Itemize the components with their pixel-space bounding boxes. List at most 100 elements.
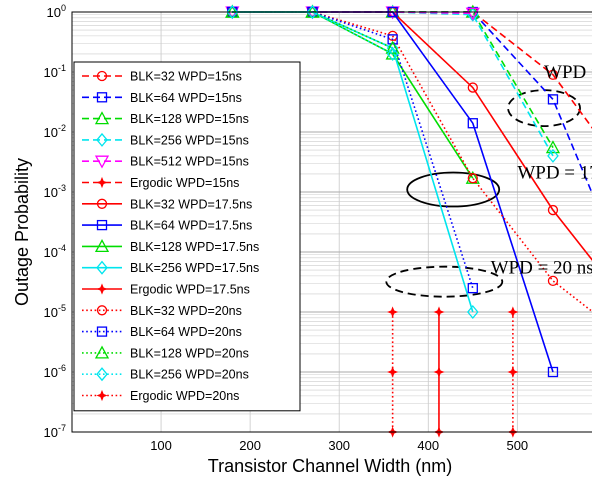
data-point bbox=[507, 366, 519, 378]
x-axis-label: Transistor Channel Width (nm) bbox=[208, 456, 452, 476]
legend: BLK=32 WPD=15ns BLK=64 WPD=15ns BLK=128 WP… bbox=[73, 61, 301, 412]
legend-label: Ergodic WPD=20ns bbox=[130, 389, 239, 403]
data-point bbox=[465, 7, 480, 21]
data-point bbox=[547, 366, 559, 378]
legend-label: Ergodic WPD=17.5ns bbox=[130, 283, 250, 297]
legend-entry: BLK=64 WPD=17.5ns bbox=[82, 219, 252, 233]
data-point bbox=[94, 239, 110, 253]
legend-label: BLK=32 WPD=20ns bbox=[130, 304, 242, 318]
legend-label: BLK=128 WPD=20ns bbox=[130, 346, 249, 360]
annotation-label: WPD = 20 ns bbox=[491, 258, 592, 279]
annotation-label: WPD = 15 ns bbox=[544, 62, 592, 83]
series-line bbox=[232, 11, 474, 289]
data-point bbox=[507, 306, 519, 318]
data-point bbox=[547, 275, 559, 287]
data-point bbox=[385, 40, 400, 54]
data-point bbox=[547, 148, 559, 163]
plot-frame bbox=[71, 11, 592, 433]
legend-label: BLK=32 WPD=17.5ns bbox=[130, 197, 252, 211]
data-point bbox=[466, 304, 479, 320]
data-point bbox=[547, 94, 559, 105]
y-tick-label: 10-5 bbox=[44, 303, 66, 320]
legend-label: BLK=64 WPD=20ns bbox=[130, 325, 242, 339]
y-tick-label: 10-2 bbox=[44, 123, 66, 140]
data-point bbox=[433, 366, 445, 378]
x-tick-label: 100 bbox=[150, 438, 172, 453]
legend-entry: BLK=256 WPD=15ns bbox=[82, 132, 249, 147]
legend-entry: BLK=64 WPD=15ns bbox=[82, 91, 242, 105]
data-point bbox=[386, 46, 399, 61]
data-point bbox=[306, 4, 319, 20]
data-point bbox=[433, 306, 445, 318]
legend-label: BLK=256 WPD=20ns bbox=[130, 368, 249, 382]
y-tick-label: 10-7 bbox=[44, 423, 66, 440]
data-point bbox=[547, 204, 559, 216]
data-point bbox=[94, 155, 110, 169]
legend-label: BLK=512 WPD=15ns bbox=[130, 155, 249, 169]
legend-entry: BLK=32 WPD=20ns bbox=[82, 304, 242, 318]
tick-labels: 10020030040050060070010010-110-210-310-4… bbox=[44, 3, 529, 453]
ergodic-markers bbox=[387, 306, 519, 438]
legend-label: Ergodic WPD=15ns bbox=[130, 176, 239, 190]
data-point bbox=[94, 345, 110, 359]
annotation-ellipse bbox=[385, 265, 504, 298]
legend-label: BLK=64 WPD=15ns bbox=[130, 91, 242, 105]
data-point bbox=[387, 366, 399, 378]
data-point bbox=[467, 282, 478, 294]
data-point bbox=[96, 326, 108, 337]
y-tick-label: 10-6 bbox=[44, 363, 66, 380]
legend-label: BLK=256 WPD=17.5ns bbox=[130, 261, 259, 275]
legend-entry: BLK=32 WPD=15ns bbox=[82, 70, 242, 84]
y-tick-label: 10-4 bbox=[44, 243, 66, 260]
data-point bbox=[96, 305, 108, 316]
legend-label: BLK=64 WPD=17.5ns bbox=[130, 219, 252, 233]
legend-entry: BLK=128 WPD=17.5ns bbox=[82, 239, 259, 254]
annotation-label: WPD = 17.5 ns bbox=[517, 163, 592, 184]
data-point bbox=[387, 34, 398, 45]
series-line bbox=[232, 11, 473, 15]
y-tick-label: 100 bbox=[47, 3, 66, 20]
data-point bbox=[94, 111, 110, 125]
data-point bbox=[467, 82, 478, 93]
data-point bbox=[467, 118, 478, 129]
data-point bbox=[96, 176, 108, 189]
legend-entry: BLK=64 WPD=20ns bbox=[82, 325, 242, 339]
y-axis-label: Outage Probability bbox=[12, 158, 32, 306]
legend-entry: BLK=128 WPD=20ns bbox=[82, 345, 249, 360]
legend-entry: BLK=128 WPD=15ns bbox=[82, 111, 249, 126]
data-point bbox=[387, 306, 399, 318]
data-point bbox=[96, 132, 108, 147]
legend-label: BLK=128 WPD=17.5ns bbox=[130, 240, 259, 254]
data-point bbox=[96, 260, 108, 275]
legend-label: BLK=128 WPD=15ns bbox=[130, 112, 249, 126]
data-point bbox=[467, 173, 478, 184]
legend-label: BLK=32 WPD=15ns bbox=[130, 70, 242, 84]
legend-entry: Ergodic WPD=17.5ns bbox=[82, 283, 250, 297]
data-point bbox=[96, 389, 108, 402]
annotation-ellipse bbox=[406, 171, 501, 208]
legend-entry: Ergodic WPD=20ns bbox=[82, 389, 239, 403]
data-point bbox=[96, 92, 108, 103]
y-tick-label: 10-1 bbox=[44, 63, 66, 80]
data-point bbox=[96, 367, 108, 382]
data-point bbox=[226, 4, 239, 20]
legend-label: BLK=256 WPD=15ns bbox=[130, 133, 249, 147]
x-tick-label: 300 bbox=[328, 438, 350, 453]
data-point bbox=[96, 219, 108, 231]
data-point bbox=[96, 198, 108, 209]
data-point bbox=[96, 70, 108, 82]
legend-entry: BLK=256 WPD=20ns bbox=[82, 367, 249, 382]
legend-entry: BLK=256 WPD=17.5ns bbox=[82, 260, 259, 275]
legend-entry: Ergodic WPD=15ns bbox=[82, 176, 239, 190]
x-tick-label: 400 bbox=[417, 438, 439, 453]
data-point bbox=[96, 283, 108, 295]
data-point bbox=[545, 140, 561, 154]
x-tick-label: 200 bbox=[239, 438, 261, 453]
y-tick-label: 10-3 bbox=[44, 183, 66, 200]
legend-entry: BLK=32 WPD=17.5ns bbox=[82, 197, 252, 211]
x-tick-label: 500 bbox=[506, 438, 528, 453]
data-point bbox=[547, 69, 559, 80]
legend-entry: BLK=512 WPD=15ns bbox=[82, 155, 249, 169]
annotations: WPD = 15 ns WPD = 17.5 ns WPD = 20 ns bbox=[491, 62, 592, 279]
